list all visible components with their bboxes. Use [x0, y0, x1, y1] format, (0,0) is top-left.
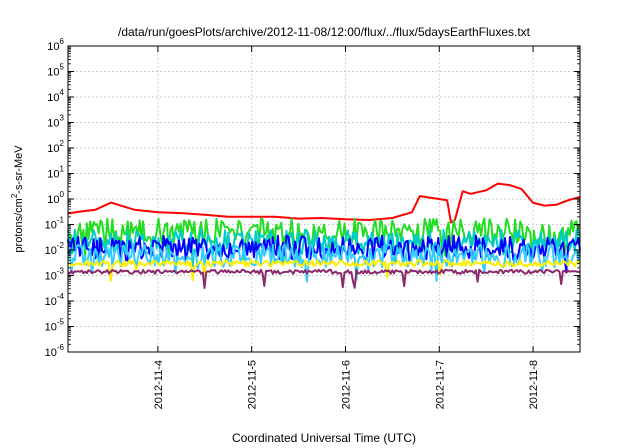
y-tick-label: 10-2 — [45, 241, 65, 257]
x-tick-label: 2012-11-4 — [153, 360, 165, 409]
series-line — [67, 182, 581, 224]
x-tick-label: 2012-11-8 — [528, 360, 540, 409]
y-tick-label: 100 — [47, 190, 64, 206]
y-tick-label: 104 — [47, 88, 64, 104]
grid-lines — [68, 46, 580, 352]
x-axis-label: Coordinated Universal Time (UTC) — [232, 431, 416, 445]
axis-ticks: 10-6 10-5 10-4 10-3 10-2 10-1 100 101 102 103 104 1… — [45, 37, 580, 409]
chart-title: /data/run/goesPlots/archive/2012-11-08/1… — [118, 25, 531, 39]
series-line — [67, 243, 581, 283]
y-tick-label: 10-1 — [45, 216, 65, 232]
series-line — [67, 268, 581, 289]
y-tick-label: 103 — [47, 114, 64, 130]
y-tick-label: 10-6 — [45, 343, 65, 359]
y-tick-label: 102 — [47, 139, 64, 155]
x-tick-label: 2012-11-6 — [340, 360, 352, 409]
y-tick-label: 101 — [47, 165, 64, 181]
y-tick-label: 10-4 — [45, 292, 65, 308]
y-tick-label: 10-5 — [45, 318, 65, 334]
series-lines — [67, 182, 581, 289]
y-tick-label: 10-3 — [45, 267, 65, 283]
x-tick-label: 2012-11-7 — [434, 360, 446, 409]
y-tick-label: 105 — [47, 63, 64, 79]
series-line — [67, 259, 581, 282]
x-tick-label: 2012-11-5 — [247, 360, 259, 409]
series-line — [67, 228, 581, 268]
y-axis-label: protons/cm2-s-sr-MeV — [10, 145, 25, 253]
y-tick-label: 106 — [47, 37, 64, 53]
